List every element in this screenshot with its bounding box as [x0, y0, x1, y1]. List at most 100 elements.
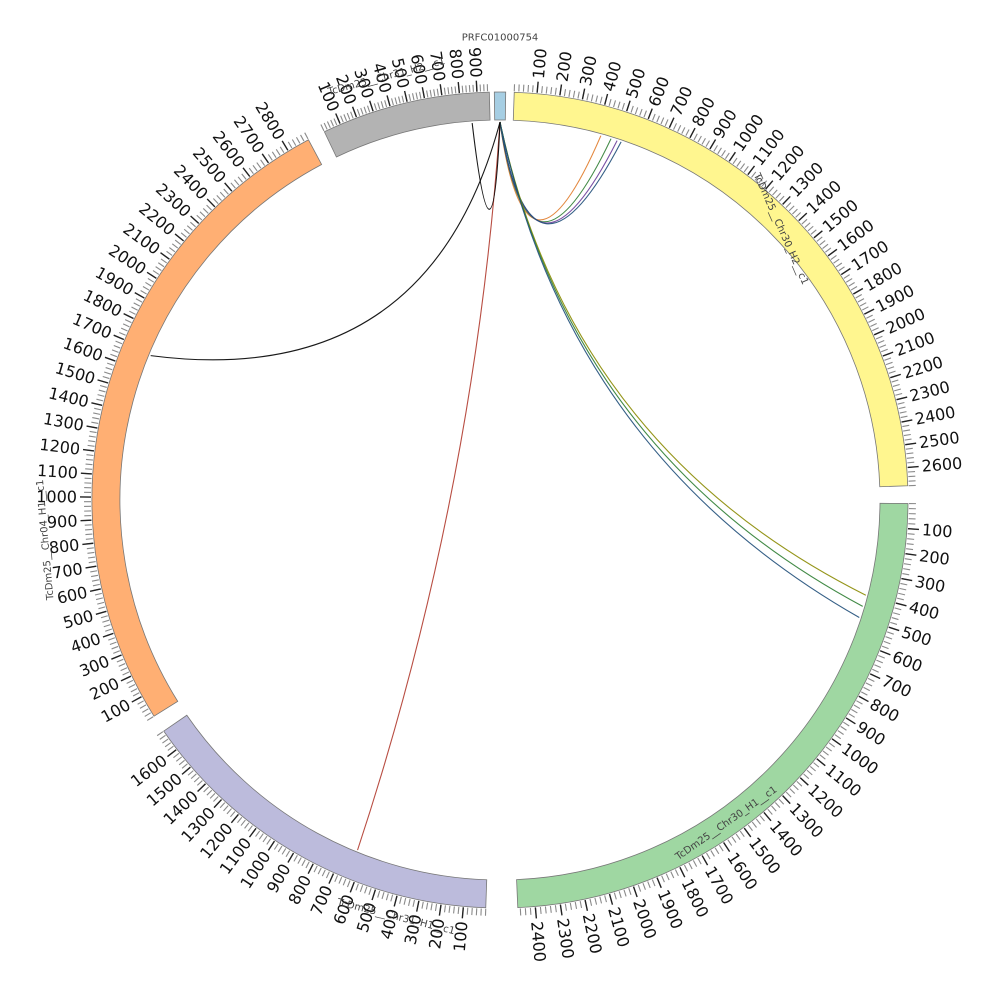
minor-tick	[771, 805, 777, 812]
major-tick	[111, 654, 122, 660]
major-tick	[91, 402, 103, 407]
minor-tick	[903, 433, 911, 437]
tick-label: 700	[51, 559, 84, 583]
minor-tick	[677, 125, 682, 132]
major-tick	[559, 84, 563, 96]
minor-tick	[216, 194, 222, 201]
minor-tick	[95, 597, 104, 601]
major-tick	[559, 904, 563, 916]
minor-tick	[692, 860, 698, 867]
minor-tick	[564, 903, 567, 911]
minor-tick	[754, 174, 760, 181]
minor-tick	[822, 243, 829, 249]
major-tick	[882, 351, 894, 357]
minor-tick	[529, 907, 532, 915]
minor-tick	[778, 798, 785, 805]
major-tick	[82, 448, 95, 452]
major-tick	[120, 675, 132, 682]
tick-label: 800	[867, 695, 903, 726]
major-tick	[907, 527, 920, 531]
minor-tick	[279, 146, 285, 154]
minor-tick	[355, 883, 359, 891]
minor-tick	[880, 348, 888, 353]
minor-tick	[100, 615, 108, 619]
minor-tick	[639, 108, 643, 116]
tick-label: 1300	[42, 409, 85, 435]
minor-tick	[88, 561, 96, 564]
minor-tick	[202, 208, 209, 214]
minor-tick	[706, 852, 711, 860]
minor-tick	[905, 447, 913, 450]
minor-tick	[897, 401, 905, 405]
tick-label: 100	[921, 520, 953, 541]
minor-tick	[740, 163, 746, 170]
major-tick	[864, 308, 875, 315]
major-tick	[146, 271, 157, 279]
major-tick	[816, 758, 826, 767]
major-tick	[461, 907, 465, 919]
minor-tick	[291, 139, 297, 146]
minor-tick	[156, 731, 164, 737]
minor-tick	[85, 468, 93, 470]
tick-label: 2300	[553, 917, 578, 960]
minor-tick	[549, 905, 552, 913]
major-tick	[190, 215, 200, 224]
major-tick	[604, 93, 609, 105]
minor-tick	[325, 871, 330, 879]
minor-tick	[175, 756, 183, 762]
minor-tick	[326, 121, 331, 129]
minor-tick	[99, 384, 107, 388]
minor-tick	[142, 708, 149, 713]
major-tick	[242, 167, 251, 177]
minor-tick	[617, 101, 621, 109]
minor-tick	[717, 147, 722, 155]
minor-tick	[105, 367, 113, 371]
minor-tick	[160, 258, 168, 264]
minor-tick	[391, 98, 394, 106]
minor-tick	[595, 95, 599, 103]
minor-tick	[589, 898, 593, 906]
major-tick	[89, 588, 101, 592]
minor-tick	[86, 547, 94, 550]
minor-tick	[903, 429, 911, 432]
major-tick	[858, 695, 869, 703]
minor-tick	[241, 173, 247, 180]
minor-tick	[106, 362, 114, 366]
minor-tick	[894, 607, 902, 611]
minor-tick	[373, 103, 377, 111]
minor-tick	[887, 366, 895, 370]
major-tick	[403, 90, 408, 102]
minor-tick	[109, 641, 117, 646]
tick-label: 2300	[908, 377, 952, 405]
minor-tick	[174, 239, 181, 245]
minor-tick	[178, 759, 185, 766]
tick-label: 2400	[527, 921, 549, 963]
minor-tick	[789, 788, 796, 794]
minor-tick	[468, 85, 471, 93]
tick-label: 200	[553, 50, 576, 83]
minor-tick	[162, 738, 169, 744]
major-tick	[799, 777, 809, 786]
minor-tick	[899, 411, 907, 414]
minor-tick	[91, 421, 99, 424]
minor-tick	[190, 221, 196, 228]
tick-label: 500	[622, 66, 650, 101]
link-4	[499, 121, 867, 596]
minor-tick	[295, 136, 301, 144]
minor-tick	[861, 306, 869, 311]
minor-tick	[804, 222, 811, 228]
minor-tick	[881, 645, 889, 650]
minor-tick	[320, 124, 325, 132]
minor-tick	[454, 86, 457, 94]
tick-label: 1000	[36, 487, 77, 506]
major-tick	[97, 379, 109, 384]
minor-tick	[453, 906, 455, 914]
minor-tick	[116, 658, 124, 663]
minor-tick	[903, 568, 911, 571]
minor-tick	[900, 415, 908, 419]
minor-tick	[906, 452, 914, 455]
minor-tick	[237, 176, 243, 183]
major-tick	[438, 904, 442, 916]
major-tick	[845, 717, 856, 725]
